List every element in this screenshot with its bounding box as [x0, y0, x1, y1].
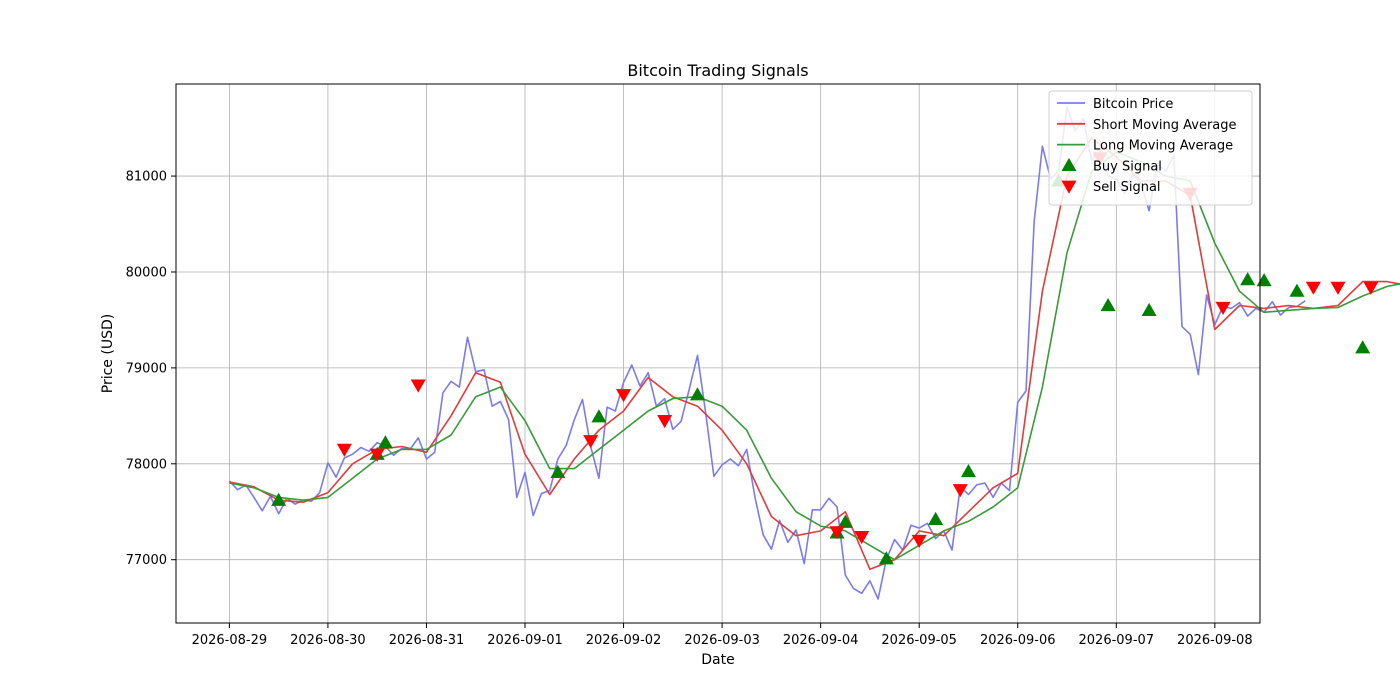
y-axis: 77000 78000 79000 80000 81000 — [126, 170, 176, 568]
x-tick-label: 2026-08-31 — [389, 633, 465, 648]
x-tick-label: 2026-08-30 — [290, 633, 366, 648]
buy-signal-marker — [689, 387, 705, 401]
x-tick-label: 2026-09-04 — [783, 633, 859, 648]
buy-signal-marker — [837, 514, 853, 528]
long-moving-average-line — [229, 151, 1400, 561]
legend-box — [1048, 90, 1253, 206]
sell-signal-marker — [952, 484, 968, 498]
buy-signal-marker — [1240, 272, 1256, 286]
y-tick-label: 80000 — [126, 265, 167, 280]
sell-signal-marker — [583, 435, 599, 449]
y-tick-label: 77000 — [126, 553, 167, 568]
x-tick-label: 2026-08-29 — [192, 633, 268, 648]
legend-swatch — [1061, 157, 1077, 172]
y-tick-label: 78000 — [126, 457, 167, 472]
sell-signal-marker — [410, 379, 426, 393]
y-tick-label: 81000 — [126, 170, 167, 185]
x-tick-label: 2026-09-06 — [980, 633, 1056, 648]
sell-signal-marker — [336, 443, 352, 457]
legend-label: Long Moving Average — [1093, 139, 1233, 154]
buy-signal-marker — [377, 435, 393, 449]
sell-signal-marker — [657, 415, 673, 429]
sell-signal-marker — [829, 526, 845, 540]
buy-signal-marker — [591, 409, 607, 423]
x-tick-label: 2026-09-02 — [586, 633, 662, 648]
short-moving-average-line — [229, 136, 1400, 571]
sell-signal-marker — [911, 534, 927, 549]
x-axis-label: Date — [701, 652, 734, 668]
buy-signal-marker — [550, 464, 566, 479]
chart-title: Bitcoin Trading Signals — [627, 61, 808, 80]
plot-frame — [175, 83, 1261, 624]
buy-signal-marker — [271, 492, 287, 506]
buy-signal-marker — [1289, 283, 1305, 297]
y-tick-label: 79000 — [126, 361, 167, 376]
buy-signal-marker — [928, 511, 944, 526]
legend-label: Short Moving Average — [1093, 118, 1237, 133]
sell-signal-marker — [1330, 281, 1346, 295]
sell-signal-marker — [1305, 281, 1321, 295]
buy-signal-marker — [1141, 302, 1157, 316]
legend-label: Bitcoin Price — [1093, 97, 1173, 112]
x-tick-label: 2026-09-05 — [881, 633, 957, 648]
legend: Bitcoin Price Short Moving Average Long Mo… — [1048, 90, 1253, 206]
sell-signal-marker — [1363, 281, 1379, 295]
legend-label: Sell Signal — [1093, 180, 1161, 195]
sell-signal-marker — [1215, 301, 1231, 315]
x-tick-label: 2026-09-08 — [1177, 633, 1253, 648]
sell-signal-marker — [854, 531, 870, 545]
buy-signal-marker — [1355, 340, 1371, 354]
grid-lines — [176, 84, 1260, 623]
legend-swatch — [1061, 180, 1077, 194]
buy-signal-marker — [960, 463, 976, 478]
y-axis-label: Price (USD) — [100, 314, 116, 393]
x-axis: 2026-08-29 2026-08-30 2026-08-31 2026-09-01… — [192, 623, 1253, 648]
buy-signal-marker — [878, 551, 894, 565]
x-tick-label: 2026-09-07 — [1079, 633, 1155, 648]
sell-signal-marker — [616, 389, 632, 403]
x-tick-label: 2026-09-01 — [487, 633, 563, 648]
legend-label: Buy Signal — [1093, 159, 1162, 174]
sell-signal-marker — [369, 448, 385, 462]
x-tick-label: 2026-09-03 — [684, 633, 760, 648]
buy-signal-marker — [1100, 298, 1116, 312]
